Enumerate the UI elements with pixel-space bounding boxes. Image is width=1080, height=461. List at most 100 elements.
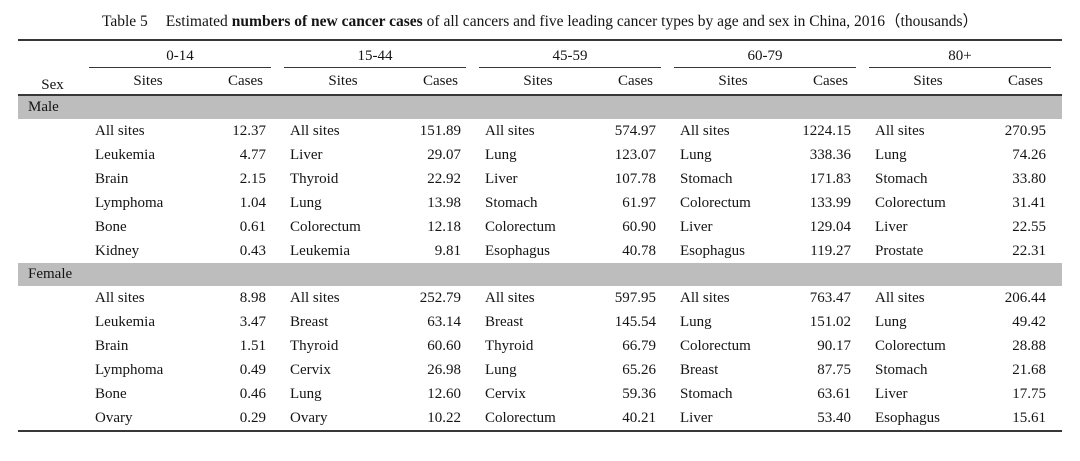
site-cell: Breast	[680, 361, 719, 378]
site-cell: Lung	[680, 313, 712, 330]
site-cell: Colorectum	[485, 218, 556, 235]
site-cell: Brain	[95, 170, 129, 187]
site-cell: Stomach	[485, 194, 538, 211]
cases-cell: 60.60	[427, 337, 461, 354]
site-cell: Colorectum	[875, 194, 946, 211]
cases-cell: 63.61	[817, 385, 851, 402]
site-cell: Lung	[875, 146, 907, 163]
site-cell: Stomach	[875, 170, 928, 187]
site-cell: Lung	[485, 361, 517, 378]
table-row: Bone 0.61 Colorectum 12.18 Colorectum 60.90 Li…	[18, 215, 1062, 239]
site-cell: All sites	[95, 289, 145, 306]
cases-cell: 60.90	[622, 218, 656, 235]
cancer-cases-table: Sex 0-14 15-44 45-59 60-79 80+ Sites Cas…	[18, 39, 1062, 432]
sites-subheader: Sites	[672, 68, 794, 96]
sites-subheader: Sites	[867, 68, 989, 96]
sex-spacer-cell	[18, 358, 87, 382]
cases-cell: 12.60	[427, 385, 461, 402]
cases-cell: 28.88	[1012, 337, 1046, 354]
site-cell: Colorectum	[875, 337, 946, 354]
site-cell: Liver	[290, 146, 323, 163]
site-cell: Ovary	[95, 409, 133, 426]
caption-rest: of all cancers and five leading cancer t…	[426, 13, 979, 30]
site-cell: Lung	[290, 194, 322, 211]
site-cell: Kidney	[95, 242, 140, 259]
cases-cell: 1224.15	[802, 122, 851, 139]
site-cell: Breast	[290, 313, 329, 330]
site-cell: Colorectum	[485, 409, 556, 426]
cases-cell: 12.37	[232, 122, 266, 139]
cases-subheader: Cases	[794, 68, 867, 96]
cases-cell: 145.54	[614, 313, 656, 330]
table-row: Bone 0.46 Lung 12.60 Cervix 59.36 Stomach 63.61…	[18, 382, 1062, 406]
site-cell: Bone	[95, 385, 127, 402]
cases-cell: 3.47	[239, 313, 266, 330]
table-row: Leukemia 3.47 Breast 63.14 Breast 145.54 Lung 1…	[18, 310, 1062, 334]
cases-cell: 74.26	[1012, 146, 1046, 163]
table-row: Lymphoma 0.49 Cervix 26.98 Lung 65.26 Breast 87…	[18, 358, 1062, 382]
site-cell: Colorectum	[290, 218, 361, 235]
cases-cell: 15.61	[1012, 409, 1046, 426]
table-row: Brain 1.51 Thyroid 60.60 Thyroid 66.79 Colorec…	[18, 334, 1062, 358]
cases-cell: 1.04	[239, 194, 266, 211]
site-cell: All sites	[485, 122, 535, 139]
cases-cell: 66.79	[622, 337, 656, 354]
site-cell: All sites	[875, 289, 925, 306]
sex-band-label: Female	[18, 263, 1062, 286]
cases-cell: 107.78	[614, 170, 656, 187]
age-group-header: 45-59	[477, 40, 672, 68]
cases-cell: 31.41	[1012, 194, 1046, 211]
site-cell: Lung	[485, 146, 517, 163]
site-cell: All sites	[95, 122, 145, 139]
age-group-label: 45-59	[479, 48, 661, 68]
sites-subheader: Sites	[282, 68, 404, 96]
site-cell: Prostate	[875, 242, 924, 259]
age-group-label: 60-79	[674, 48, 856, 68]
age-group-label: 80+	[869, 48, 1051, 68]
cases-cell: 87.75	[817, 361, 851, 378]
cases-cell: 151.89	[419, 122, 461, 139]
site-cell: Leukemia	[290, 242, 350, 259]
site-cell: Thyroid	[290, 337, 339, 354]
cases-cell: 26.98	[427, 361, 461, 378]
sex-spacer-cell	[18, 143, 87, 167]
cases-cell: 2.15	[239, 170, 266, 187]
cases-cell: 8.98	[239, 289, 266, 306]
site-cell: Liver	[485, 170, 518, 187]
site-cell: Lung	[680, 146, 712, 163]
age-group-label: 0-14	[89, 48, 271, 68]
sex-spacer-cell	[18, 406, 87, 431]
site-cell: Lung	[290, 385, 322, 402]
sites-subheader: Sites	[87, 68, 209, 96]
cases-cell: 0.46	[239, 385, 266, 402]
sex-spacer-cell	[18, 167, 87, 191]
site-cell: Stomach	[680, 385, 733, 402]
cases-cell: 0.49	[239, 361, 266, 378]
cases-cell: 151.02	[809, 313, 851, 330]
sex-spacer-cell	[18, 191, 87, 215]
site-cell: All sites	[875, 122, 925, 139]
sex-spacer-cell	[18, 239, 87, 263]
site-cell: Esophagus	[680, 242, 745, 259]
cases-cell: 65.26	[622, 361, 656, 378]
cases-cell: 40.78	[622, 242, 656, 259]
site-cell: Brain	[95, 337, 129, 354]
table-row: Kidney 0.43 Leukemia 9.81 Esophagus 40.78 Esop…	[18, 239, 1062, 263]
site-cell: Colorectum	[680, 337, 751, 354]
cases-subheader: Cases	[209, 68, 282, 96]
cases-cell: 59.36	[622, 385, 656, 402]
table-row: Leukemia 4.77 Liver 29.07 Lung 123.07 Lung 338.…	[18, 143, 1062, 167]
cases-cell: 40.21	[622, 409, 656, 426]
site-cell: Breast	[485, 313, 524, 330]
cases-cell: 13.98	[427, 194, 461, 211]
table-row: All sites 8.98 All sites 252.79 All sites 597…	[18, 286, 1062, 310]
sex-band-row: Female	[18, 263, 1062, 286]
cases-cell: 22.31	[1012, 242, 1046, 259]
sex-spacer-cell	[18, 334, 87, 358]
site-cell: Ovary	[290, 409, 328, 426]
cases-cell: 119.27	[810, 242, 851, 259]
site-cell: All sites	[290, 122, 340, 139]
age-group-header: 80+	[867, 40, 1062, 68]
sex-spacer-cell	[18, 119, 87, 143]
